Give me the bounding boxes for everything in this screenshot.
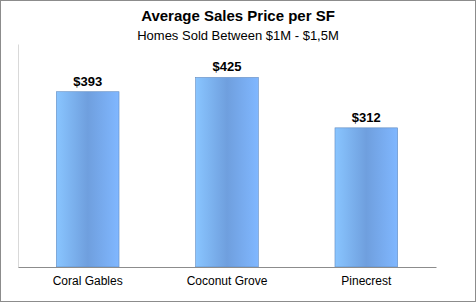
- subtitle: Homes Sold Between $1M - $1,5M: [137, 28, 339, 43]
- x-tick-label: Coral Gables: [53, 274, 123, 288]
- bar: [335, 128, 398, 267]
- data-label: $393: [73, 74, 102, 89]
- x-tick-label: Pinecrest: [341, 274, 392, 288]
- x-tick: Pinecrest: [341, 267, 392, 288]
- bar: [56, 92, 119, 267]
- chart-border: [1, 1, 476, 302]
- y-axis: [18, 45, 19, 268]
- bar: [196, 77, 259, 267]
- y-axis-line: [18, 45, 19, 268]
- x-tick: Coconut Grove: [187, 267, 268, 288]
- data-label: $425: [213, 59, 242, 74]
- title: Average Sales Price per SF: [141, 7, 335, 24]
- x-tick-label: Coconut Grove: [187, 274, 268, 288]
- x-axis-line: [19, 267, 437, 268]
- bars: [56, 77, 397, 267]
- chart: Average Sales Price per SF Homes Sold Bet…: [0, 0, 476, 302]
- data-label: $312: [352, 110, 381, 125]
- data-labels: $393 $425 $312: [73, 59, 381, 124]
- x-axis: Coral Gables Coconut Grove Pinecrest: [19, 267, 437, 288]
- x-tick: Coral Gables: [53, 267, 123, 288]
